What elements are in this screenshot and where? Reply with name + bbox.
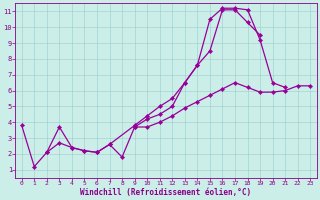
X-axis label: Windchill (Refroidissement éolien,°C): Windchill (Refroidissement éolien,°C) (80, 188, 252, 197)
